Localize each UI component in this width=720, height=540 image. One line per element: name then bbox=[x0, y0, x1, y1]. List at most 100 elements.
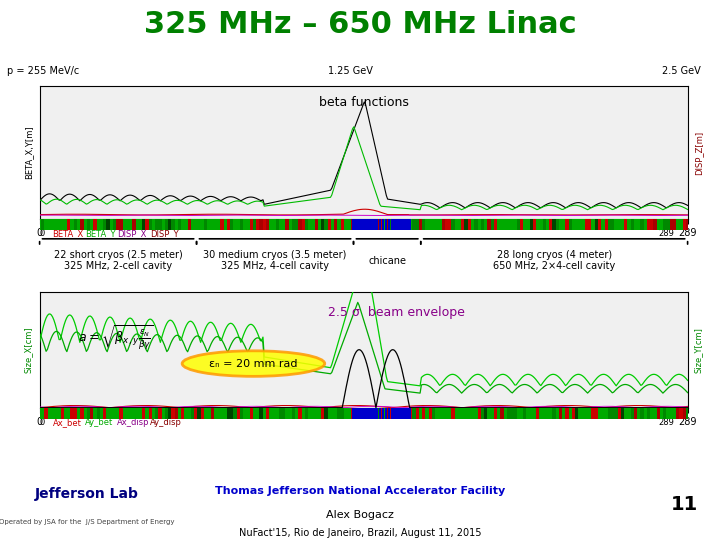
Bar bbox=[402, 219, 406, 230]
Text: NuFact'15, Rio de Janeiro, Brazil, August 11, 2015: NuFact'15, Rio de Janeiro, Brazil, Augus… bbox=[239, 528, 481, 538]
Text: Size_Y[cm]: Size_Y[cm] bbox=[694, 327, 703, 373]
Text: $a = \sqrt{\beta_{x,y} \frac{\varepsilon_N}{\beta\gamma}}$: $a = \sqrt{\beta_{x,y} \frac{\varepsilon… bbox=[78, 324, 154, 352]
Bar bbox=[338, 408, 341, 418]
Bar bbox=[223, 408, 227, 418]
Bar bbox=[305, 408, 308, 418]
Bar bbox=[631, 219, 634, 230]
Bar bbox=[129, 408, 132, 418]
Bar bbox=[500, 219, 504, 230]
Bar bbox=[400, 408, 402, 418]
Bar bbox=[227, 219, 230, 230]
Bar bbox=[451, 219, 455, 230]
Bar bbox=[282, 219, 286, 230]
Bar bbox=[135, 408, 139, 418]
Bar bbox=[523, 219, 526, 230]
Bar bbox=[253, 219, 256, 230]
Bar bbox=[331, 408, 334, 418]
Bar bbox=[250, 408, 253, 418]
Bar bbox=[513, 219, 517, 230]
Bar bbox=[520, 219, 523, 230]
Bar bbox=[526, 408, 530, 418]
Bar bbox=[637, 219, 640, 230]
Bar bbox=[162, 408, 165, 418]
Bar bbox=[171, 408, 175, 418]
Bar bbox=[474, 408, 477, 418]
Bar bbox=[77, 408, 81, 418]
Bar bbox=[640, 408, 644, 418]
Bar bbox=[559, 408, 562, 418]
Bar bbox=[383, 408, 387, 418]
Text: 11: 11 bbox=[670, 495, 698, 515]
Bar bbox=[94, 219, 96, 230]
Text: 1.25 GeV: 1.25 GeV bbox=[328, 66, 373, 76]
Bar bbox=[58, 408, 60, 418]
Bar bbox=[605, 219, 608, 230]
Bar bbox=[393, 219, 396, 230]
Bar bbox=[627, 219, 631, 230]
Bar bbox=[217, 408, 220, 418]
Bar bbox=[334, 408, 338, 418]
Bar bbox=[657, 408, 660, 418]
Bar bbox=[122, 408, 126, 418]
Bar bbox=[503, 408, 507, 418]
Bar bbox=[54, 219, 58, 230]
Bar bbox=[194, 408, 197, 418]
Bar bbox=[601, 408, 605, 418]
Bar bbox=[644, 219, 647, 230]
Bar bbox=[510, 408, 513, 418]
Bar bbox=[259, 408, 263, 418]
Bar bbox=[578, 408, 582, 418]
Bar bbox=[352, 219, 355, 230]
Bar bbox=[135, 219, 139, 230]
Bar bbox=[516, 408, 520, 418]
Text: 325 MHz – 650 MHz Linac: 325 MHz – 650 MHz Linac bbox=[144, 10, 576, 39]
Bar bbox=[621, 408, 624, 418]
Bar bbox=[178, 408, 181, 418]
Bar bbox=[120, 408, 122, 418]
Bar bbox=[48, 408, 51, 418]
Bar bbox=[292, 408, 295, 418]
Bar bbox=[210, 408, 214, 418]
Bar bbox=[426, 219, 429, 230]
Bar bbox=[165, 219, 168, 230]
Bar bbox=[631, 408, 634, 418]
Bar bbox=[376, 219, 379, 230]
Bar bbox=[510, 219, 513, 230]
Bar bbox=[71, 219, 74, 230]
Bar bbox=[109, 219, 113, 230]
Bar bbox=[484, 408, 487, 418]
Bar bbox=[100, 219, 103, 230]
Bar bbox=[325, 408, 328, 418]
Bar bbox=[384, 408, 387, 418]
Bar bbox=[233, 219, 237, 230]
Bar bbox=[246, 219, 250, 230]
Bar bbox=[341, 219, 344, 230]
Bar bbox=[207, 219, 211, 230]
Text: chicane: chicane bbox=[368, 255, 406, 266]
Bar bbox=[588, 219, 592, 230]
Bar bbox=[413, 408, 415, 418]
Bar bbox=[487, 408, 490, 418]
Bar bbox=[315, 408, 318, 418]
Bar bbox=[373, 219, 376, 230]
Text: 289: 289 bbox=[659, 230, 675, 238]
Bar bbox=[530, 219, 533, 230]
Text: BETA_Y: BETA_Y bbox=[85, 230, 115, 238]
Bar bbox=[611, 219, 614, 230]
Bar bbox=[77, 219, 81, 230]
Bar bbox=[155, 219, 158, 230]
Bar bbox=[438, 408, 442, 418]
Bar bbox=[188, 408, 191, 418]
Bar bbox=[175, 408, 178, 418]
Bar bbox=[663, 408, 667, 418]
Bar bbox=[468, 408, 471, 418]
Text: Jefferson Lab: Jefferson Lab bbox=[35, 488, 138, 501]
Bar bbox=[168, 219, 171, 230]
Bar bbox=[611, 408, 614, 418]
Bar bbox=[354, 219, 357, 230]
Text: Operated by JSA for the  J/S Department of Energy: Operated by JSA for the J/S Department o… bbox=[0, 519, 174, 525]
Bar bbox=[605, 408, 608, 418]
Bar bbox=[686, 408, 689, 418]
Bar bbox=[142, 408, 145, 418]
Bar bbox=[80, 408, 84, 418]
